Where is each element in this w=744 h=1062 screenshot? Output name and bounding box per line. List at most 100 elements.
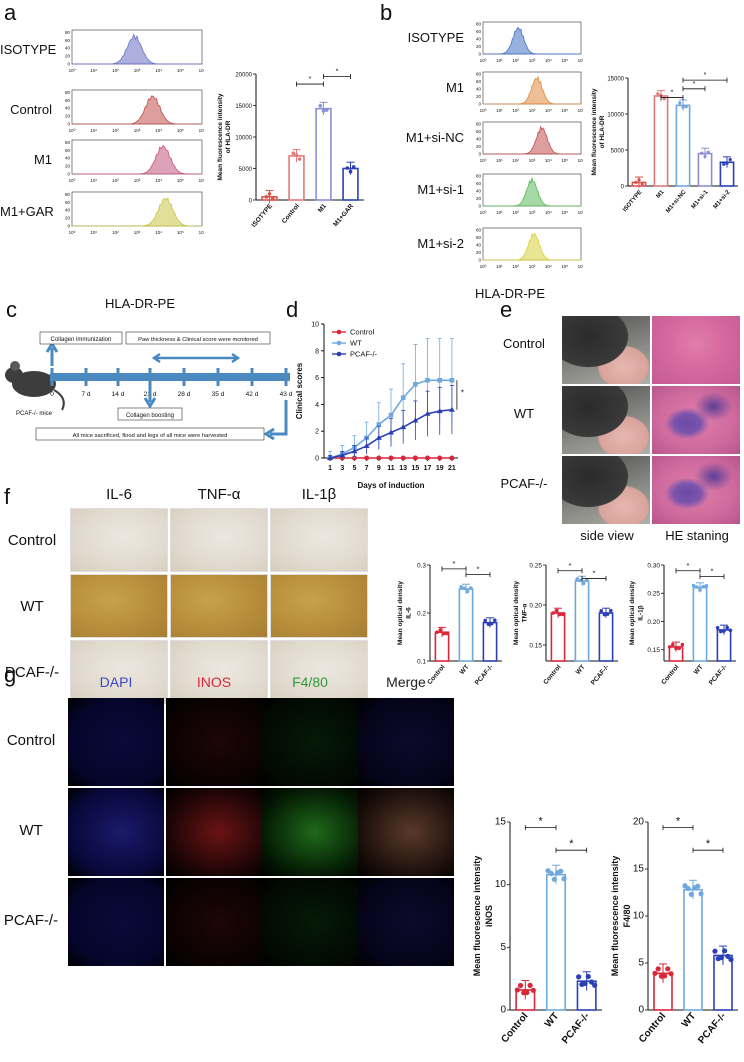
category-label: M1 (317, 202, 328, 214)
panel-b-histogram: 10⁰ 10¹ 10² 10³ 10⁴ 10⁵ 10⁶ 0 20 40 60 80 (476, 121, 583, 163)
bar (482, 621, 498, 662)
if-stain-image (166, 788, 262, 876)
panel-e-row-label: WT (513, 406, 535, 421)
data-point (712, 948, 718, 954)
y-axis-label: iNOS (484, 905, 494, 927)
if-stain-image (166, 878, 262, 966)
data-point (530, 987, 536, 993)
panel-b-histogram: 10⁰ 10¹ 10² 10³ 10⁴ 10⁵ 10⁶ 0 20 40 60 80 (476, 71, 583, 113)
y-tick-label: 60 (476, 235, 482, 240)
data-point (719, 629, 723, 634)
x-tick-label: 10⁰ (69, 178, 76, 183)
panel-label-d: d (286, 297, 299, 322)
data-point (576, 974, 582, 980)
bar (675, 104, 691, 187)
y-tick-label: 8 (315, 348, 319, 355)
data-point (449, 455, 455, 461)
bar (288, 155, 305, 201)
box-monitoring (125, 331, 271, 345)
x-tick-label: 10² (112, 68, 119, 73)
data-point (376, 455, 382, 461)
data-point (441, 631, 446, 636)
x-tick-label: 10³ (529, 210, 536, 215)
panel-b-row-label: ISOTYPE (407, 30, 464, 45)
panel-f-row-label: WT (20, 598, 44, 615)
data-point (264, 195, 269, 199)
timeline-tick (50, 368, 54, 386)
y-tick-label: 0.1 (417, 659, 426, 666)
y-tick-label: 5000 (239, 167, 253, 173)
panel-e-col-side: side view (580, 528, 634, 543)
panel-label-c: c (6, 297, 17, 322)
x-tick-label: 1 (328, 465, 332, 472)
data-point (698, 891, 704, 897)
data-point (662, 973, 668, 979)
category-label: PCAF-/- (708, 664, 729, 687)
x-tick-label: 10⁶ (199, 128, 204, 133)
data-point (671, 642, 675, 647)
he-stain-image (652, 316, 740, 384)
data-point (363, 442, 370, 448)
data-point (449, 377, 455, 383)
ihc-stain-image (170, 574, 268, 638)
y-axis-label: TNF-α (522, 604, 529, 623)
if-stain-image (262, 788, 358, 876)
y-tick-label: 80 (476, 72, 482, 77)
panel-f-col-label: TNF-α (197, 486, 241, 503)
data-point (438, 628, 443, 632)
y-tick-label: 0 (249, 199, 253, 205)
double-arrow-icon (151, 352, 241, 364)
ihc-stain-image (270, 574, 368, 638)
x-tick-label: 10⁵ (561, 210, 568, 215)
y-tick-label: 40 (476, 137, 482, 142)
y-tick-label: 10 (495, 879, 507, 890)
panel-b-histogram: 10⁰ 10¹ 10² 10³ 10⁴ 10⁵ 10⁶ 0 20 40 60 80 (476, 227, 583, 269)
x-tick-label: 10² (512, 264, 519, 269)
y-tick-label: 0 (478, 52, 481, 57)
y-tick-label: 40 (476, 87, 482, 92)
category-label: Control (281, 203, 301, 225)
x-tick-label: 10³ (134, 230, 141, 235)
significance-star: * (453, 559, 456, 568)
timeline-bar (50, 373, 290, 381)
ihc-stain-image (270, 640, 368, 704)
y-tick-label: 10000 (607, 113, 624, 119)
data-point (680, 642, 685, 647)
y-tick-label: 20 (476, 196, 482, 201)
data-point (637, 178, 641, 182)
if-stain-image (262, 698, 358, 786)
data-point (267, 192, 272, 196)
histogram-frame (482, 21, 582, 55)
bar (683, 888, 703, 1011)
y-tick-label: 0 (621, 185, 625, 191)
y-tick-label: 0 (478, 258, 481, 263)
panel-b-histogram: 10⁰ 10¹ 10² 10³ 10⁴ 10⁵ 10⁶ 0 20 40 60 80 (476, 173, 583, 215)
timeline-label: 42 d (246, 391, 259, 398)
panel-a-row-label: Control (10, 102, 52, 117)
x-tick-label: 10⁴ (545, 108, 552, 113)
data-point (561, 612, 565, 617)
panel-g-row-label: PCAF-/- (3, 912, 59, 929)
y-tick-label: 0.2 (417, 611, 426, 618)
category-label: WT (459, 664, 471, 676)
x-tick-label: 10² (512, 210, 519, 215)
timeline-tick (116, 368, 120, 386)
timeline-tick (216, 368, 220, 386)
x-tick-label: 10⁴ (545, 264, 552, 269)
x-tick-label: 10⁶ (199, 230, 204, 235)
data-point (448, 406, 455, 412)
significance-star: * (687, 561, 690, 570)
data-point (388, 455, 394, 461)
data-point (375, 434, 382, 440)
data-point (548, 870, 554, 877)
category-label: Control (542, 664, 562, 686)
data-point (602, 612, 607, 617)
y-tick-label: 60 (476, 129, 482, 134)
data-point (558, 868, 564, 874)
if-stain-image (358, 788, 454, 876)
data-point (685, 885, 691, 892)
data-point (688, 891, 694, 897)
legend-label: Control (350, 328, 375, 337)
data-point (581, 581, 586, 586)
significance-star: * (593, 568, 596, 577)
